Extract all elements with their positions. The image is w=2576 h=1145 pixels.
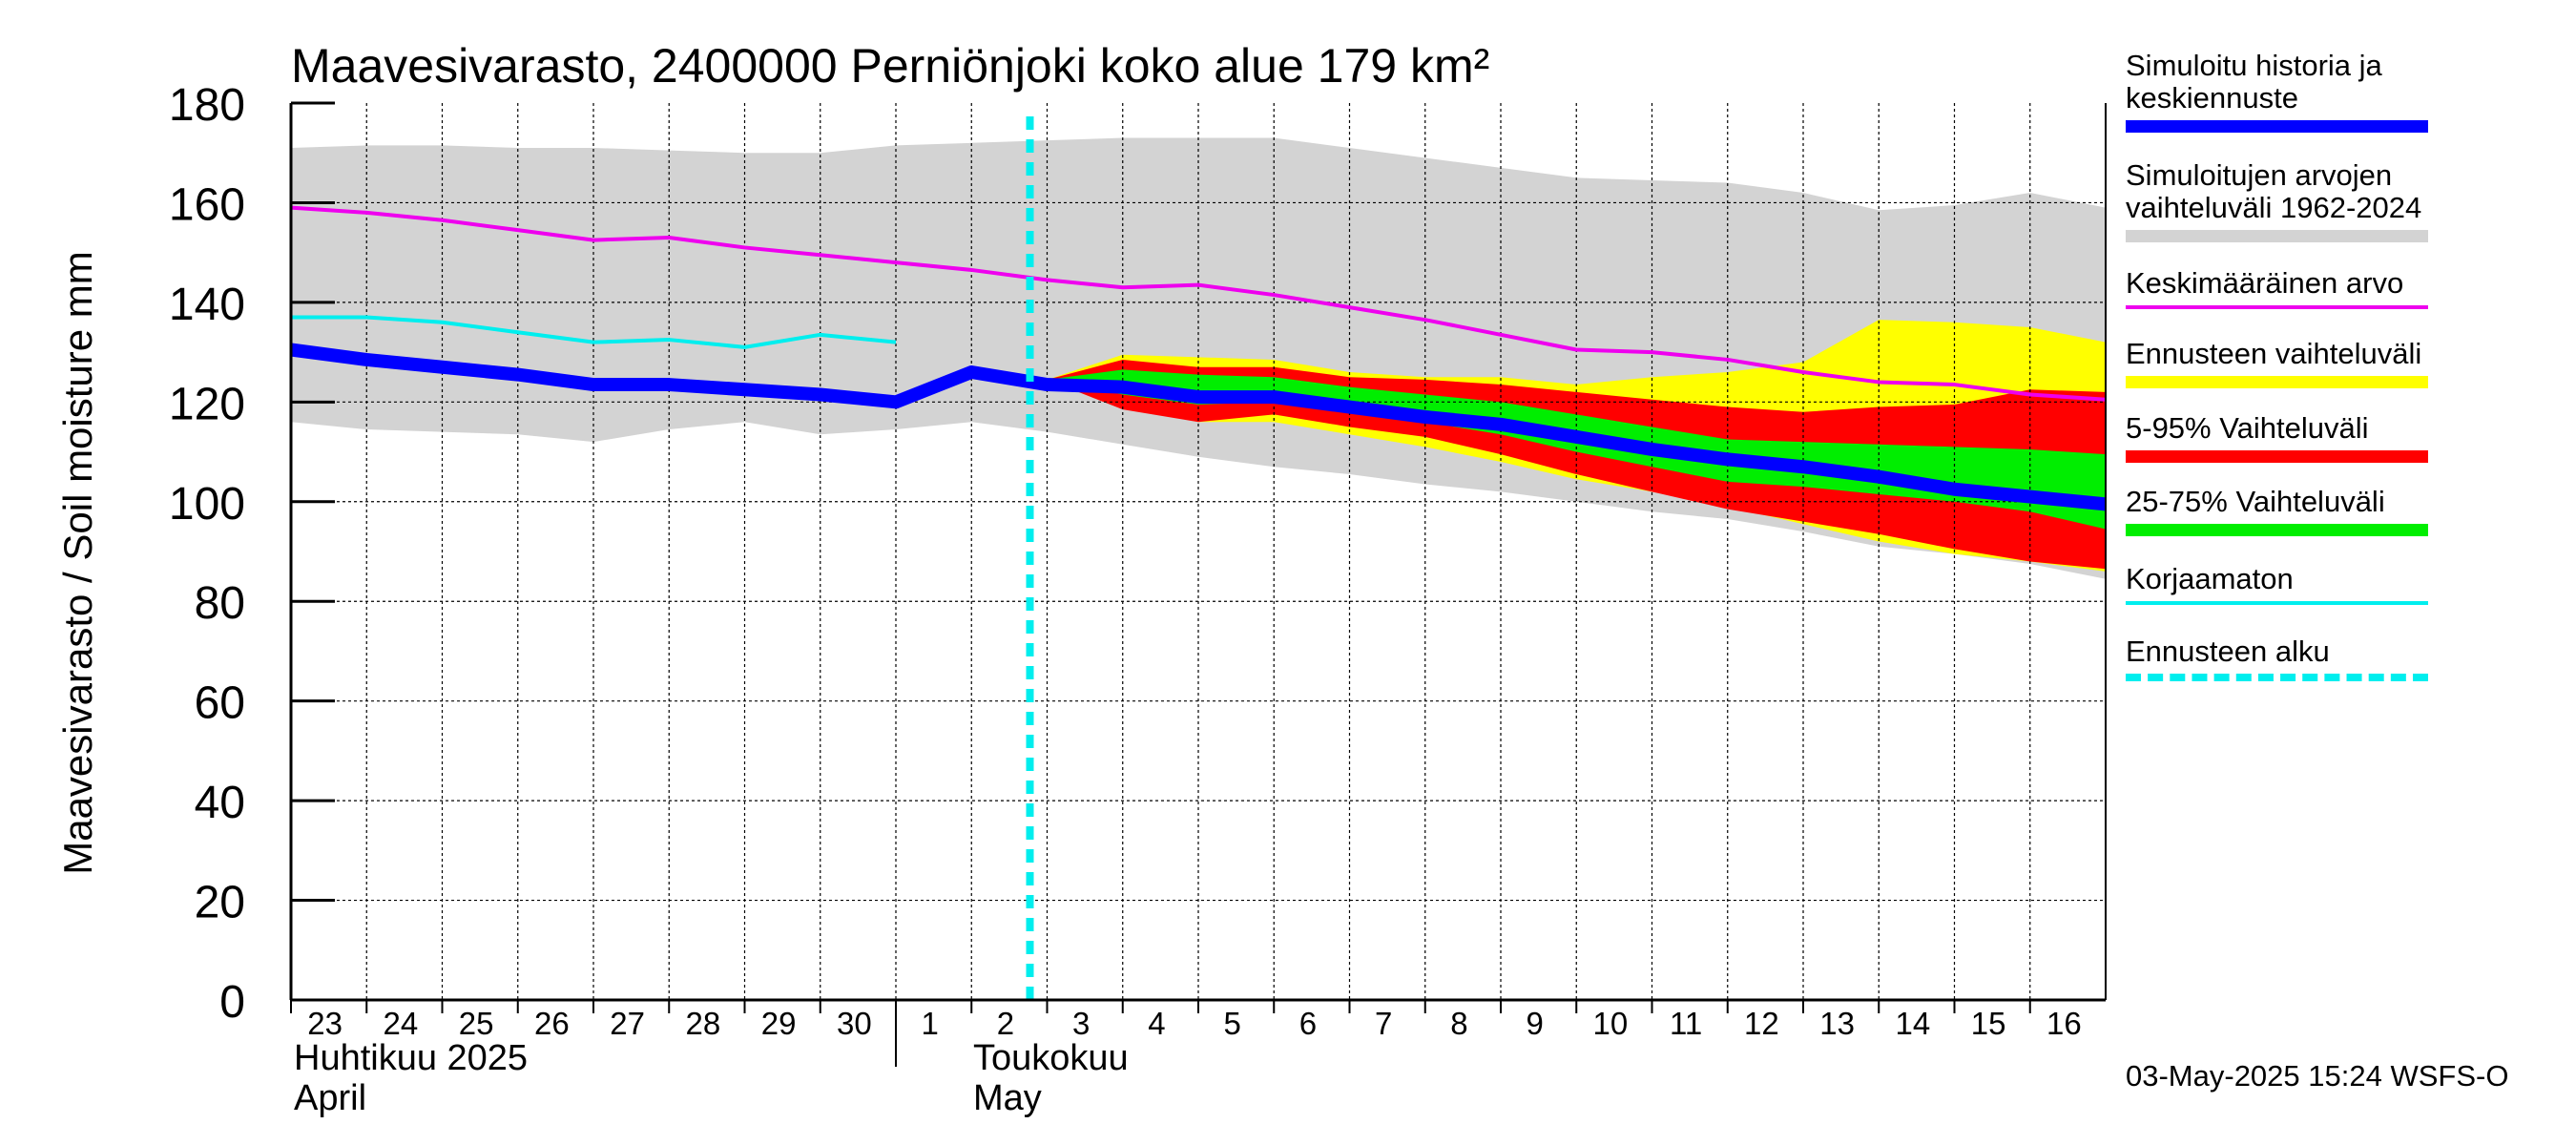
x-day-label: 26 — [534, 1006, 570, 1041]
x-day-label: 9 — [1526, 1006, 1543, 1041]
legend-label: Simuloitu historia ja keskiennuste — [2126, 49, 2382, 114]
legend-swatch — [2126, 674, 2428, 681]
x-day-label: 8 — [1450, 1006, 1467, 1041]
legend-label: Simuloitujen arvojen vaihteluväli 1962-2… — [2126, 158, 2422, 224]
legend-swatch — [2126, 524, 2428, 536]
x-day-label: 29 — [761, 1006, 797, 1041]
timestamp-footer: 03-May-2025 15:24 WSFS-O — [2126, 1059, 2509, 1093]
series-line-0 — [290, 205, 2107, 402]
x-day-label: 23 — [307, 1006, 343, 1041]
x-day-label: 6 — [1299, 1006, 1317, 1041]
x-day-label: 14 — [1896, 1006, 1931, 1041]
legend-label: Korjaamaton — [2126, 562, 2294, 595]
legend-item: Ennusteen alku — [2126, 635, 2428, 681]
x-day-label: 25 — [459, 1006, 494, 1041]
x-day-label: 5 — [1223, 1006, 1240, 1041]
series-line-1 — [291, 315, 897, 349]
x-day-label: 27 — [610, 1006, 645, 1041]
x-day-label: 24 — [384, 1006, 419, 1041]
y-tick-label: 160 — [169, 179, 245, 230]
legend-item: Simuloitu historia ja keskiennuste — [2126, 50, 2428, 133]
legend-item: 5-95% Vaihteluväli — [2126, 412, 2428, 463]
legend-swatch — [2126, 376, 2428, 388]
y-tick-label: 60 — [195, 678, 245, 729]
legend-item: Keskimääräinen arvo — [2126, 267, 2428, 309]
legend-item: Simuloitujen arvojen vaihteluväli 1962-2… — [2126, 159, 2428, 242]
legend-item: 25-75% Vaihteluväli — [2126, 486, 2428, 536]
month-label-fi: Huhtikuu 2025 — [294, 1038, 528, 1078]
month-label-en: April — [294, 1078, 366, 1118]
legend-item: Ennusteen vaihteluväli — [2126, 338, 2428, 388]
series-line-2 — [290, 343, 2107, 511]
y-axis-label: Maavesivarasto / Soil moisture mm — [55, 251, 100, 875]
y-tick-label: 80 — [195, 578, 245, 629]
x-day-label: 30 — [837, 1006, 872, 1041]
legend-label: 5-95% Vaihteluväli — [2126, 411, 2369, 445]
soil-moisture-chart: Maavesivarasto, 2400000 Perniönjoki koko… — [55, 39, 2107, 1118]
legend-label: 25-75% Vaihteluväli — [2126, 485, 2385, 518]
legend-label: Ennusteen alku — [2126, 635, 2330, 668]
legend-label: Ennusteen vaihteluväli — [2126, 337, 2422, 370]
chart-title: Maavesivarasto, 2400000 Perniönjoki koko… — [291, 39, 1489, 93]
x-day-label: 12 — [1744, 1006, 1779, 1041]
x-day-label: 4 — [1148, 1006, 1165, 1041]
x-day-label: 16 — [2046, 1006, 2082, 1041]
x-day-label: 3 — [1072, 1006, 1090, 1041]
x-day-label: 13 — [1819, 1006, 1855, 1041]
y-tick-label: 140 — [169, 280, 245, 330]
x-day-label: 28 — [686, 1006, 721, 1041]
x-day-label: 15 — [1971, 1006, 2006, 1041]
legend-item: Korjaamaton — [2126, 563, 2428, 605]
x-day-label: 2 — [997, 1006, 1014, 1041]
legend-swatch — [2126, 120, 2428, 133]
y-tick-label: 180 — [169, 80, 245, 131]
legend-swatch — [2126, 305, 2428, 309]
y-tick-label: 20 — [195, 878, 245, 928]
legend-swatch — [2126, 230, 2428, 242]
legend-label: Keskimääräinen arvo — [2126, 266, 2404, 300]
month-label-fi: Toukokuu — [973, 1038, 1129, 1078]
x-day-label: 7 — [1375, 1006, 1392, 1041]
x-day-label: 10 — [1593, 1006, 1629, 1041]
x-day-label: 1 — [921, 1006, 938, 1041]
y-tick-label: 120 — [169, 379, 245, 429]
legend-swatch — [2126, 601, 2428, 605]
y-tick-label: 100 — [169, 479, 245, 530]
x-day-label: 11 — [1670, 1006, 1702, 1041]
y-tick-label: 40 — [195, 778, 245, 828]
y-tick-label: 0 — [219, 977, 245, 1028]
month-label-en: May — [973, 1078, 1042, 1118]
legend-swatch — [2126, 450, 2428, 463]
